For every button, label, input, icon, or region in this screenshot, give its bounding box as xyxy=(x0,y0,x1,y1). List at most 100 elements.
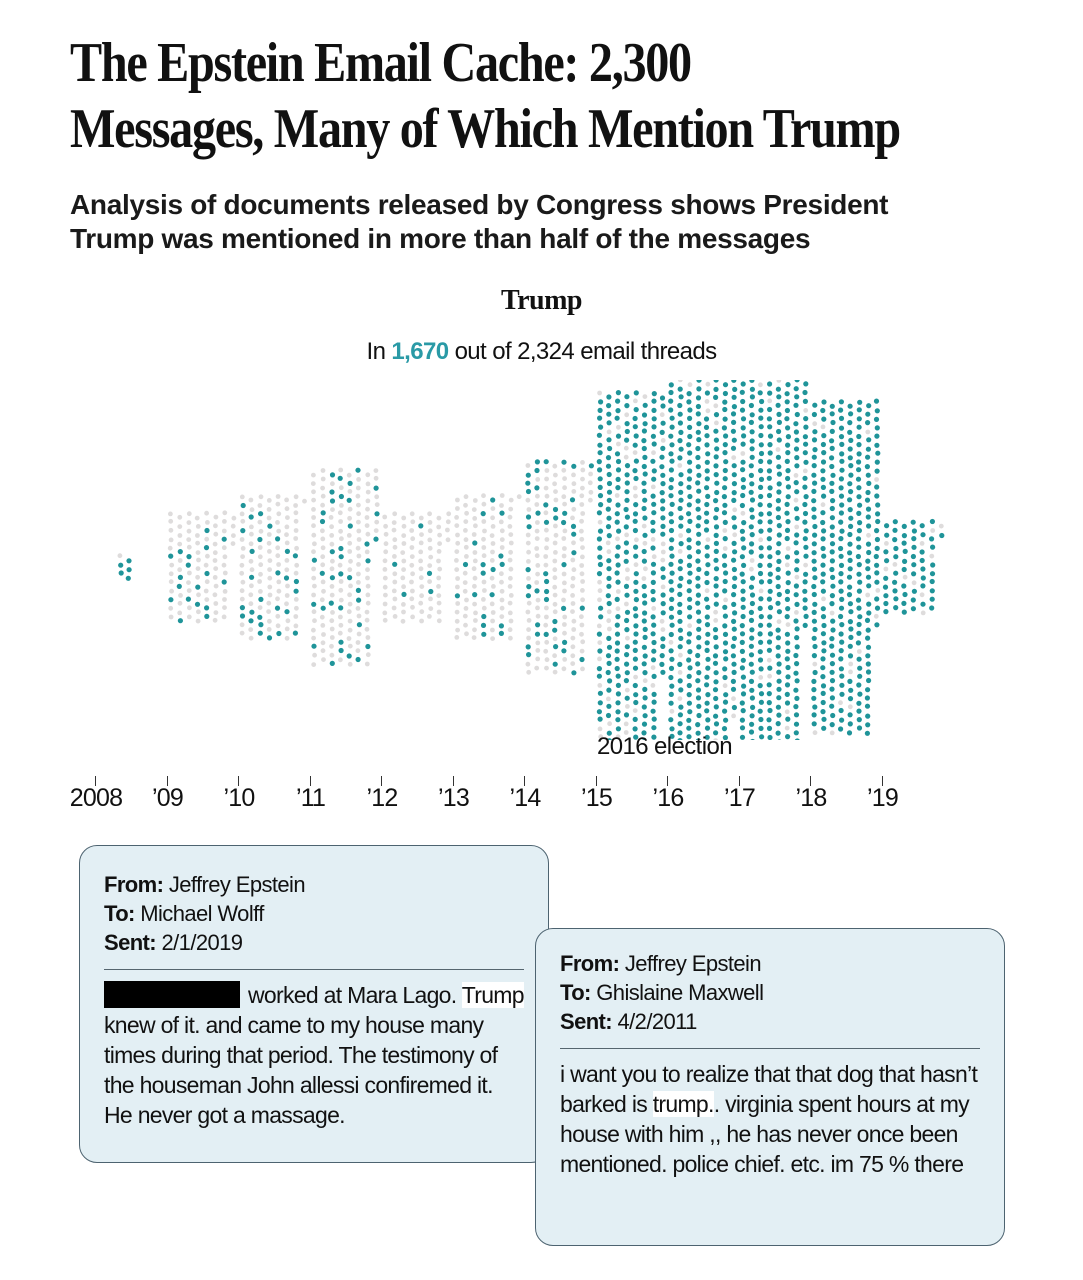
dot-trump-thread xyxy=(785,716,791,722)
x-tick xyxy=(881,776,883,786)
x-tick xyxy=(452,776,454,786)
dot-trump-thread xyxy=(748,463,754,469)
dot-trump-thread xyxy=(794,635,800,641)
dot-trump-thread xyxy=(660,481,666,487)
dot-other-thread xyxy=(284,497,289,503)
dot-trump-thread xyxy=(758,691,765,697)
dot-trump-thread xyxy=(632,424,638,430)
dot-trump-thread xyxy=(606,394,612,400)
dot-other-thread xyxy=(382,514,388,520)
dot-trump-thread xyxy=(874,433,880,439)
dot-trump-thread xyxy=(830,498,836,504)
dot-other-thread xyxy=(463,494,469,500)
dot-other-thread xyxy=(455,584,460,590)
dot-trump-thread xyxy=(624,695,630,701)
dot-trump-thread xyxy=(686,511,692,517)
dot-trump-thread xyxy=(606,635,612,641)
dot-other-thread xyxy=(865,592,871,598)
dot-trump-thread xyxy=(677,644,683,650)
dot-trump-thread xyxy=(723,433,729,439)
dot-other-thread xyxy=(401,558,407,564)
dot-other-thread xyxy=(508,618,514,624)
dot-other-thread xyxy=(346,533,352,538)
from-value: Jeffrey Epstein xyxy=(624,951,762,976)
dot-trump-thread xyxy=(677,618,683,624)
dot-other-thread xyxy=(606,609,612,615)
dot-trump-thread xyxy=(757,562,763,568)
dot-trump-thread xyxy=(802,475,808,481)
dot-trump-thread xyxy=(811,488,817,494)
dot-other-thread xyxy=(552,567,558,573)
dot-trump-thread xyxy=(749,600,756,607)
dot-trump-thread xyxy=(866,677,872,684)
dot-trump-thread xyxy=(686,545,692,551)
dot-trump-thread xyxy=(820,690,826,696)
dot-trump-thread xyxy=(525,644,531,650)
dot-other-thread xyxy=(311,662,317,667)
dot-trump-thread xyxy=(722,406,728,413)
dot-trump-thread xyxy=(669,424,675,430)
dot-other-thread xyxy=(267,549,272,554)
dot-trump-thread xyxy=(875,518,881,525)
dot-trump-thread xyxy=(633,544,639,550)
dot-trump-thread xyxy=(615,700,621,706)
dot-trump-thread xyxy=(731,472,737,478)
dot-trump-thread xyxy=(606,411,612,417)
dot-trump-thread xyxy=(338,545,344,552)
dot-other-thread xyxy=(401,533,407,538)
dot-other-thread xyxy=(579,528,584,534)
dot-trump-thread xyxy=(392,561,398,567)
dot-other-thread xyxy=(356,502,361,508)
dot-other-thread xyxy=(374,519,380,525)
dot-trump-thread xyxy=(793,670,799,676)
dot-trump-thread xyxy=(633,692,639,698)
dot-trump-thread xyxy=(794,532,800,538)
dot-trump-thread xyxy=(687,468,693,474)
dot-trump-thread xyxy=(856,467,862,473)
dot-other-thread xyxy=(543,510,549,516)
dot-trump-thread xyxy=(194,601,201,607)
dot-trump-thread xyxy=(758,476,765,482)
dot-trump-thread xyxy=(892,588,898,594)
dot-trump-thread xyxy=(901,609,907,615)
dot-trump-thread xyxy=(498,553,504,559)
dot-trump-thread xyxy=(596,536,603,542)
dot-other-thread xyxy=(616,441,621,447)
dot-other-thread xyxy=(561,571,567,577)
dot-trump-thread xyxy=(821,553,827,559)
headline-line-2: Messages, Many of Which Mention Trump xyxy=(70,98,901,160)
dot-other-thread xyxy=(561,494,567,500)
dot-trump-thread xyxy=(669,726,675,732)
dot-trump-thread xyxy=(829,515,836,521)
dot-trump-thread xyxy=(776,464,782,470)
dot-trump-thread xyxy=(669,537,675,543)
dot-other-thread xyxy=(579,563,585,568)
dot-trump-thread xyxy=(651,716,657,722)
dot-trump-thread xyxy=(606,471,612,478)
dot-trump-thread xyxy=(686,692,692,698)
dot-trump-thread xyxy=(838,493,845,499)
dot-other-thread xyxy=(222,510,228,516)
dot-trump-thread xyxy=(651,398,657,404)
from-label: From: xyxy=(104,872,164,897)
dot-trump-thread xyxy=(766,545,773,551)
dot-trump-thread xyxy=(784,527,791,533)
dot-trump-thread xyxy=(820,709,826,715)
dot-other-thread xyxy=(535,477,541,482)
dot-other-thread xyxy=(383,541,389,547)
dot-other-thread xyxy=(633,562,639,568)
dot-trump-thread xyxy=(642,532,648,538)
dot-trump-thread xyxy=(793,506,800,512)
dot-trump-thread xyxy=(687,605,693,611)
dot-trump-thread xyxy=(311,643,317,649)
dot-trump-thread xyxy=(811,653,818,659)
dot-other-thread xyxy=(330,558,335,564)
dot-trump-thread xyxy=(811,687,817,693)
dot-trump-thread xyxy=(668,579,674,585)
dot-trump-thread xyxy=(758,622,764,628)
dot-other-thread xyxy=(222,605,227,610)
dot-trump-thread xyxy=(624,661,630,667)
dot-trump-thread xyxy=(696,488,702,494)
dot-other-thread xyxy=(911,580,917,586)
dot-other-thread xyxy=(490,636,495,641)
